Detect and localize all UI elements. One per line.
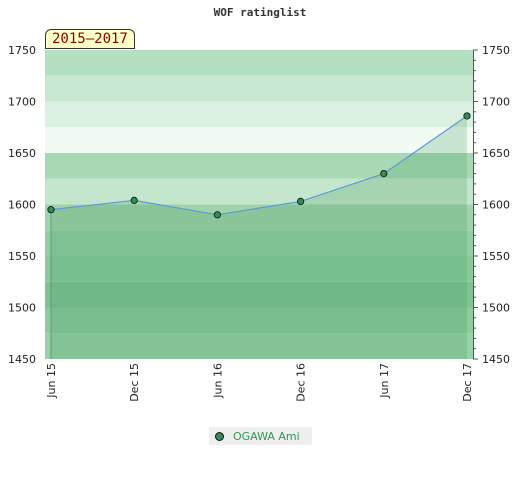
period-badge: 2015–2017 [45, 29, 135, 49]
data-point [463, 112, 471, 120]
background-band [45, 153, 473, 179]
data-point [130, 196, 138, 204]
background-band [45, 307, 473, 334]
x-tick-label: Dec 17 [461, 363, 474, 402]
right-y-tick-label: 1600 [482, 199, 510, 212]
left-y-tick-label: 1650 [8, 147, 36, 160]
right-y-axis: 1450 1500 1550 1600 1650 1700 1750 [473, 44, 510, 366]
left-y-tick-label: 1700 [8, 96, 36, 109]
data-point [380, 170, 388, 178]
series-line [50, 115, 468, 216]
right-y-tick-label: 1750 [482, 44, 510, 57]
background-band [45, 256, 473, 282]
background-band [45, 281, 473, 308]
series-line-layer [50, 115, 468, 359]
legend-marker-icon [215, 431, 224, 441]
legend-label: OGAWA Ami [233, 429, 300, 443]
left-y-axis: 1450 1500 1550 1600 1650 1700 1750 [8, 44, 36, 366]
right-y-tick-label: 1550 [482, 250, 510, 263]
right-y-tick-label: 1450 [482, 353, 510, 366]
background-band [45, 127, 473, 153]
data-point [47, 206, 55, 214]
background-band [45, 101, 473, 128]
background-band [45, 75, 473, 102]
background-band [45, 204, 473, 231]
data-point [296, 197, 305, 206]
left-y-tick-label: 1450 [8, 353, 36, 366]
left-y-tick-label: 1550 [8, 250, 36, 263]
x-tick-label: Jun 15 [45, 363, 58, 399]
right-y-tick-label: 1650 [482, 147, 510, 160]
background-band [45, 333, 473, 359]
chart-title: WOF ratinglist [213, 6, 307, 19]
right-y-tick-label: 1700 [482, 96, 510, 109]
area-fill-layer [51, 115, 467, 359]
left-y-tick-label: 1500 [8, 302, 36, 315]
legend: OGAWA Ami [209, 427, 312, 445]
right-y-tick-label: 1500 [482, 302, 510, 315]
data-points-layer [47, 112, 471, 219]
background-band [45, 178, 473, 205]
x-tick-label: Dec 16 [295, 363, 308, 402]
left-y-tick-label: 1750 [8, 44, 36, 57]
background-band [45, 230, 473, 256]
x-tick-label: Jun 16 [211, 363, 224, 399]
data-point [213, 211, 221, 219]
background-band [45, 50, 473, 76]
series-area [51, 115, 467, 359]
x-axis: Jun 15 Dec 15 Jun 16 Dec 16 Jun 17 Dec 17 [45, 363, 474, 402]
x-tick-label: Dec 15 [128, 363, 141, 402]
left-y-tick-label: 1600 [8, 199, 36, 212]
background-bands [45, 50, 473, 359]
x-tick-label: Jun 17 [378, 363, 391, 399]
